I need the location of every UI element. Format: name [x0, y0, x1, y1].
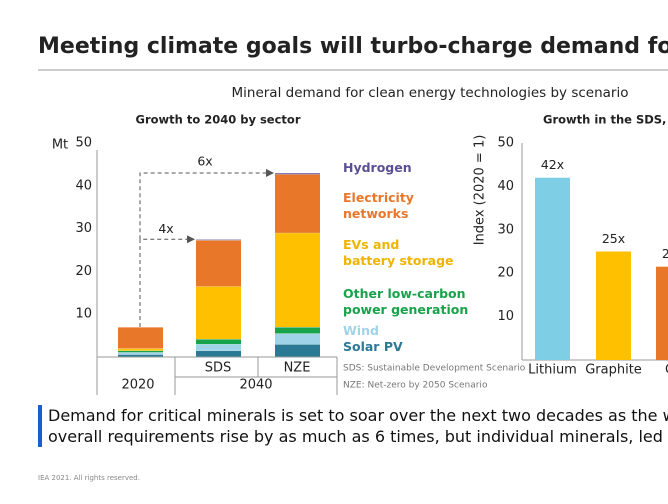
- x-tick-label: Lithium: [528, 363, 577, 378]
- x-tick-label: SDS: [205, 361, 232, 376]
- body-accent: [38, 405, 42, 447]
- bar-segment: [275, 172, 320, 175]
- legend-entry: Solar PV: [343, 339, 403, 354]
- legend-entry: EVs and battery storage: [343, 237, 454, 268]
- y-tick-label: 40: [75, 178, 92, 193]
- subtitle: Mineral demand for clean energy technolo…: [232, 85, 629, 101]
- legend-entry: Other low-carbon power generation: [343, 286, 469, 317]
- bar-segment: [118, 327, 163, 349]
- bar-segment: [196, 286, 241, 340]
- bar-segment: [196, 239, 241, 241]
- bar-segment: [118, 354, 163, 357]
- x-tick-label: NZE: [284, 361, 311, 376]
- y-tick-label: 50: [75, 136, 92, 151]
- body-text: Demand for critical minerals is set to s…: [48, 406, 668, 425]
- bar: [535, 177, 570, 360]
- bar-segment: [275, 174, 320, 233]
- bar-segment: [118, 350, 163, 353]
- annotation-arrow: [139, 235, 195, 328]
- y-axis-unit: Mt: [52, 138, 68, 153]
- legend-entry: Wind: [343, 323, 379, 338]
- x-tick-label: Co: [665, 363, 668, 378]
- note: NZE: Net-zero by 2050 Scenario: [343, 381, 488, 391]
- chart-title: Growth in the SDS, 2: [543, 113, 668, 127]
- x-tick-label: Graphite: [585, 363, 642, 378]
- bar-segment: [275, 333, 320, 345]
- body-text: overall requirements rise by as much as …: [48, 427, 668, 446]
- annotation: 4x: [158, 221, 173, 236]
- x-tick-label: 2020: [121, 378, 154, 393]
- chart-title: Growth to 2040 by sector: [136, 113, 301, 127]
- bar: [596, 251, 631, 360]
- y-tick-label: 40: [497, 179, 514, 194]
- y-axis-label: Index (2020 = 1): [473, 135, 488, 246]
- bar-segment: [196, 339, 241, 345]
- bar-segment: [118, 348, 163, 351]
- legend-entry: Electricity networks: [343, 190, 414, 221]
- y-tick-label: 20: [75, 264, 92, 279]
- value-label: 42x: [541, 157, 564, 172]
- annotation: 6x: [197, 153, 212, 168]
- y-tick-label: 30: [75, 221, 92, 236]
- y-tick-label: 10: [497, 309, 514, 324]
- bar-segment: [275, 344, 320, 357]
- bar-segment: [275, 327, 320, 334]
- footer: IEA 2021. All rights reserved.: [38, 474, 140, 482]
- legend-entry: Hydrogen: [343, 160, 412, 175]
- group-label: 2040: [239, 378, 272, 393]
- bar-segment: [196, 240, 241, 287]
- bar-segment: [118, 352, 163, 355]
- annotation-arrow: [139, 168, 274, 240]
- y-tick-label: 20: [497, 266, 514, 281]
- slide-title: Meeting climate goals will turbo-charge …: [38, 34, 668, 59]
- y-tick-label: 50: [497, 136, 514, 151]
- bar-segment: [275, 232, 320, 328]
- bar-segment: [196, 350, 241, 357]
- bar-segment: [196, 344, 241, 351]
- note: SDS: Sustainable Development Scenario: [343, 364, 526, 374]
- bar: [656, 266, 668, 360]
- value-label: 21x: [662, 246, 668, 261]
- value-label: 25x: [602, 231, 625, 246]
- y-tick-label: 10: [75, 307, 92, 322]
- y-tick-label: 30: [497, 222, 514, 237]
